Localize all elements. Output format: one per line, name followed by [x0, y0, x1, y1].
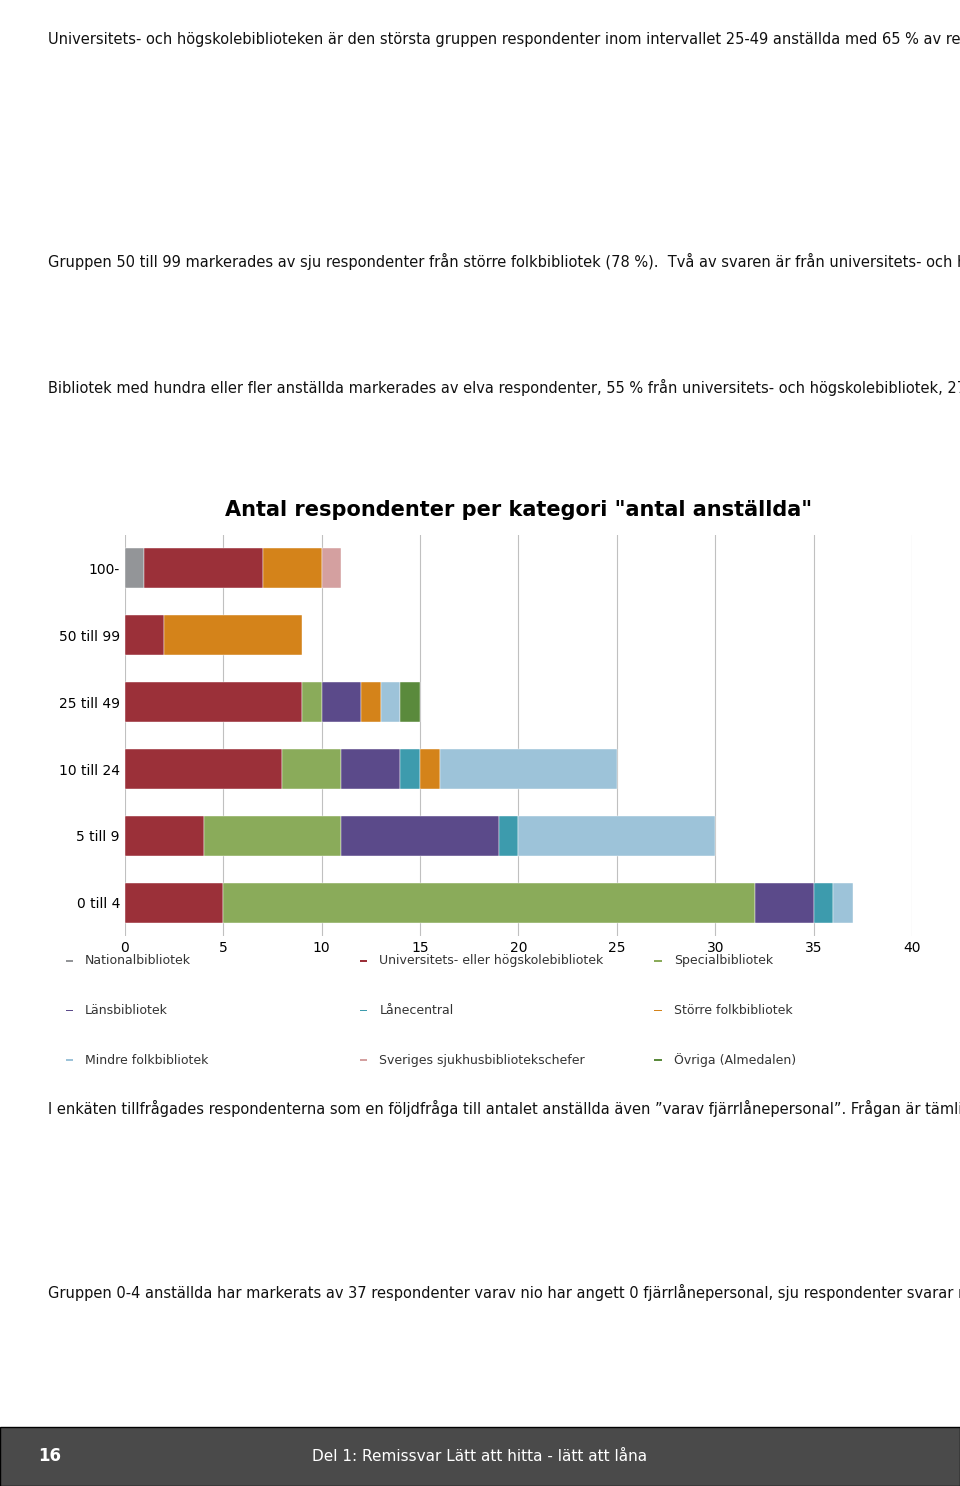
Text: Övriga (Almedalen): Övriga (Almedalen)	[674, 1054, 796, 1067]
Text: Nationalbibliotek: Nationalbibliotek	[85, 954, 191, 967]
Text: Större folkbibliotek: Större folkbibliotek	[674, 1005, 793, 1016]
Bar	[125, 548, 145, 588]
Bar	[125, 682, 302, 722]
Bar	[755, 883, 814, 923]
Bar	[125, 883, 224, 923]
Text: I enkäten tillfrågades respondenterna som en följdfråga till antalet anställda ä: I enkäten tillfrågades respondenterna so…	[48, 1100, 960, 1116]
Bar	[164, 615, 302, 655]
Text: Gruppen 50 till 99 markerades av sju respondenter från större folkbibliotek (78 : Gruppen 50 till 99 markerades av sju res…	[48, 253, 960, 269]
Bar	[499, 816, 518, 856]
Bar	[420, 749, 440, 789]
Bar	[342, 816, 499, 856]
Text: Del 1: Remissvar Lätt att hitta - lätt att låna: Del 1: Remissvar Lätt att hitta - lätt a…	[312, 1449, 648, 1464]
Bar	[224, 883, 755, 923]
Bar	[302, 682, 322, 722]
Bar	[360, 1060, 368, 1061]
Bar	[361, 682, 380, 722]
Bar	[125, 615, 164, 655]
Bar	[65, 1060, 73, 1061]
Bar	[400, 749, 420, 789]
Bar	[400, 682, 420, 722]
Title: Antal respondenter per kategori "antal anställda": Antal respondenter per kategori "antal a…	[225, 499, 812, 520]
Text: Bibliotek med hundra eller fler anställda markerades av elva respondenter, 55 % : Bibliotek med hundra eller fler anställd…	[48, 379, 960, 395]
Text: Sveriges sjukhusbibliotekschefer: Sveriges sjukhusbibliotekschefer	[379, 1054, 585, 1067]
Text: Specialbibliotek: Specialbibliotek	[674, 954, 773, 967]
Bar	[263, 548, 322, 588]
Bar	[65, 1009, 73, 1012]
Bar	[204, 816, 342, 856]
Bar	[655, 960, 661, 961]
Bar	[655, 1009, 661, 1012]
Bar	[360, 960, 368, 961]
Text: Universitets- eller högskolebibliotek: Universitets- eller högskolebibliotek	[379, 954, 604, 967]
Bar	[322, 548, 342, 588]
Bar	[282, 749, 342, 789]
Bar	[833, 883, 853, 923]
Bar	[145, 548, 263, 588]
Text: I gruppen 5-9 anställda har fyra respondenter angett mindre än 1 tjänst, åtta sv: I gruppen 5-9 anställda har fyra respond…	[48, 1427, 960, 1444]
Bar	[814, 883, 833, 923]
Text: Mindre folkbibliotek: Mindre folkbibliotek	[85, 1054, 208, 1067]
Bar	[342, 749, 400, 789]
Bar	[380, 682, 400, 722]
Text: 16: 16	[38, 1447, 61, 1465]
Bar	[125, 816, 204, 856]
Text: Länsbibliotek: Länsbibliotek	[85, 1005, 168, 1016]
Text: Gruppen 0-4 anställda har markerats av 37 respondenter varav nio har angett 0 fj: Gruppen 0-4 anställda har markerats av 3…	[48, 1284, 960, 1300]
Bar	[518, 816, 715, 856]
Bar	[360, 1009, 368, 1012]
Text: Universitets- och högskolebiblioteken är den största gruppen respondenter inom i: Universitets- och högskolebiblioteken är…	[48, 30, 960, 46]
Bar	[322, 682, 361, 722]
Bar	[655, 1060, 661, 1061]
Bar	[125, 749, 282, 789]
Text: Lånecentral: Lånecentral	[379, 1005, 454, 1016]
FancyBboxPatch shape	[0, 1427, 960, 1486]
Bar	[440, 749, 617, 789]
Bar	[65, 960, 73, 961]
